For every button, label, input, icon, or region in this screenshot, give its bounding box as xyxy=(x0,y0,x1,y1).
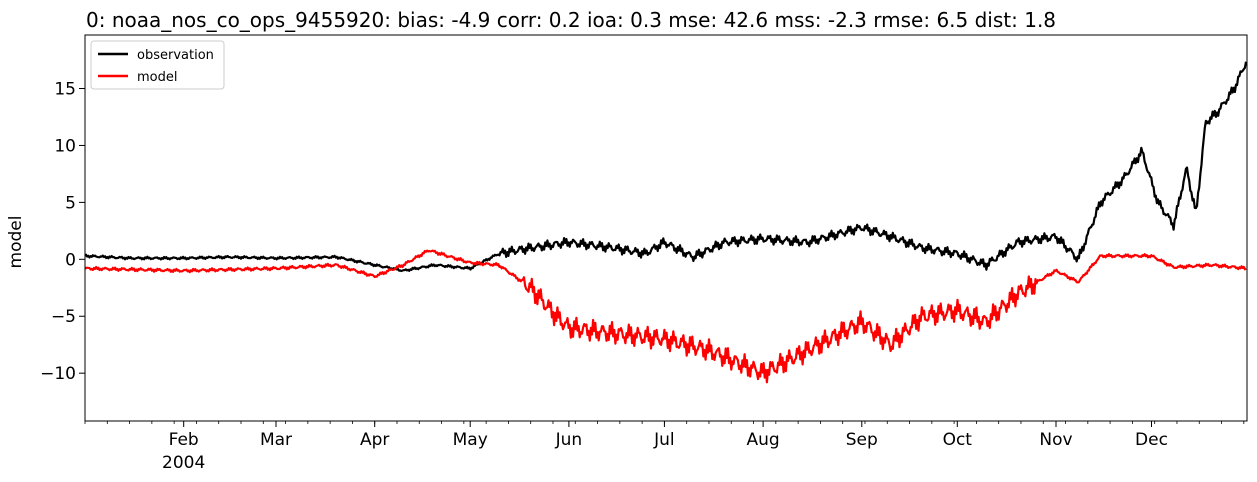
y-tick-label: 10 xyxy=(54,136,76,156)
series-line-model xyxy=(84,249,1247,384)
x-tick-label: May xyxy=(453,430,488,450)
x-tick-sublabel: 2004 xyxy=(162,453,205,473)
x-tick-label: Apr xyxy=(360,430,389,450)
y-tick-label: −10 xyxy=(40,364,76,384)
y-tick-label: −5 xyxy=(51,307,76,327)
y-axis-label: model xyxy=(6,216,26,269)
chart-title: 0: noaa_nos_co_ops_9455920: bias: -4.9 c… xyxy=(86,8,1056,32)
x-tick-label: Feb xyxy=(169,430,199,450)
legend-label-observation: observation xyxy=(137,48,214,63)
legend: observation model xyxy=(90,40,225,90)
series-layer xyxy=(84,61,1248,384)
legend-label-model: model xyxy=(137,70,177,85)
y-tick-label: 15 xyxy=(54,80,76,100)
x-tick-label: Mar xyxy=(260,430,292,450)
y-tick-label: 5 xyxy=(65,193,76,213)
y-tick-label: 0 xyxy=(65,250,76,270)
x-tick-label: Jul xyxy=(653,430,675,450)
x-axis: Feb 2004 Mar Apr May Jun Jul Aug Sep Oct Nov Dec xyxy=(84,421,1245,473)
series-line-observation xyxy=(84,61,1248,273)
x-tick-label: Sep xyxy=(846,430,878,450)
x-tick-label: Oct xyxy=(943,430,973,450)
x-tick-label: Nov xyxy=(1039,430,1072,450)
y-axis: 15 10 5 0 −5 −10 xyxy=(40,80,85,384)
plot-frame xyxy=(84,34,1248,422)
x-tick-label: Jun xyxy=(555,430,583,450)
x-tick-label: Aug xyxy=(746,430,779,450)
x-tick-label: Dec xyxy=(1135,430,1168,450)
